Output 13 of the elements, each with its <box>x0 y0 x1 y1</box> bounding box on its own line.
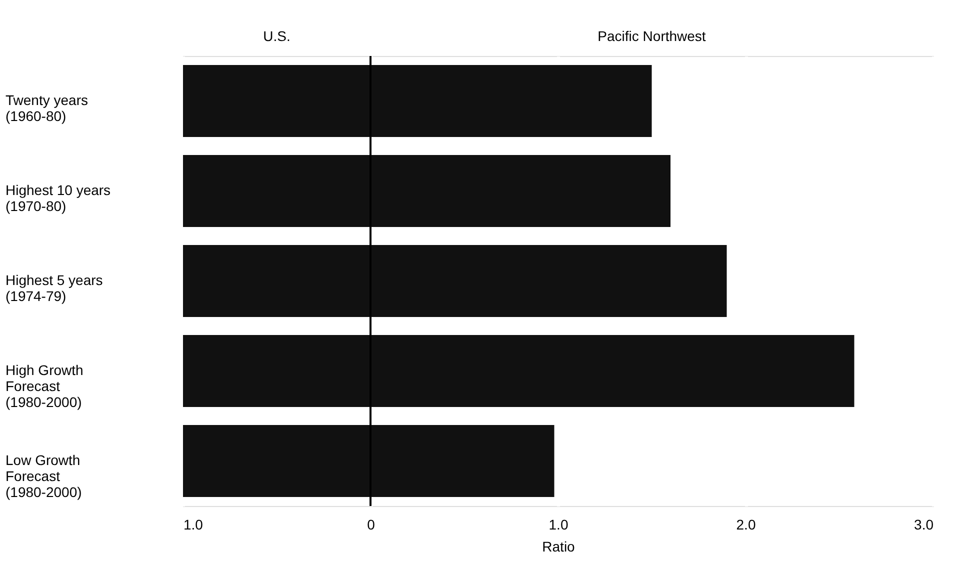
x-axis-title: Ratio <box>542 538 576 554</box>
y-tick-label: High Growth Forecast (1980-2000) <box>6 362 84 410</box>
y-tick-label: Twenty years (1960-80) <box>6 92 88 124</box>
x-tick-label: 0 <box>367 516 376 532</box>
x-tick-label: 1.0 <box>184 516 204 532</box>
x-tick-label: 1.0 <box>548 516 568 532</box>
x-tick-label: 2.0 <box>736 516 756 532</box>
y-tick-label: Highest 10 years (1970-80) <box>6 182 111 214</box>
y-tick-label: Highest 5 years (1974-79) <box>6 272 103 304</box>
y-tick-label: Low Growth Forecast (1980-2000) <box>6 452 82 500</box>
text: U.S. <box>263 28 290 44</box>
text: Pacific Northwest <box>598 28 706 44</box>
x-tick-label: 3.0 <box>914 516 934 532</box>
